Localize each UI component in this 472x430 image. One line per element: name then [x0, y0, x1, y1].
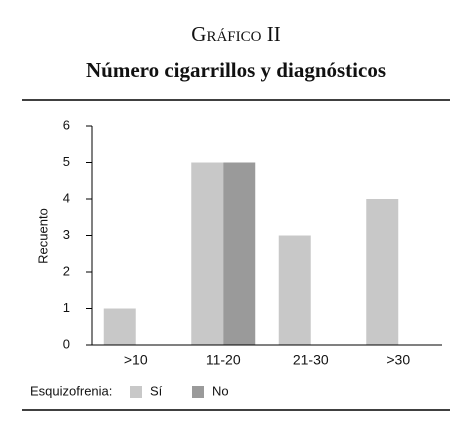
- chart-subtitle: Número cigarrillos y diagnósticos: [86, 58, 386, 82]
- y-tick-label: 2: [63, 263, 70, 278]
- y-tick-label: 1: [63, 300, 70, 315]
- legend-title: Esquizofrenia:: [30, 383, 112, 398]
- legend-label: No: [212, 383, 229, 398]
- x-tick-label: >10: [124, 352, 148, 368]
- y-tick-label: 0: [63, 336, 70, 351]
- legend-swatch: [130, 386, 142, 398]
- chart-title: Gráfico II: [191, 22, 280, 46]
- y-tick-label: 5: [63, 154, 70, 169]
- y-axis-label: Recuento: [35, 208, 50, 264]
- y-tick-label: 4: [63, 190, 70, 205]
- legend-label: Sí: [150, 383, 163, 398]
- bar: [191, 162, 224, 345]
- bar: [366, 199, 399, 345]
- bar: [103, 308, 136, 345]
- bar: [278, 235, 311, 345]
- bar: [223, 162, 256, 345]
- x-tick-label: >30: [386, 352, 410, 368]
- y-tick-label: 3: [63, 227, 70, 242]
- legend-swatch: [192, 386, 204, 398]
- x-tick-label: 21-30: [293, 352, 329, 368]
- x-tick-label: 11-20: [206, 352, 241, 368]
- y-tick-label: 6: [63, 117, 70, 132]
